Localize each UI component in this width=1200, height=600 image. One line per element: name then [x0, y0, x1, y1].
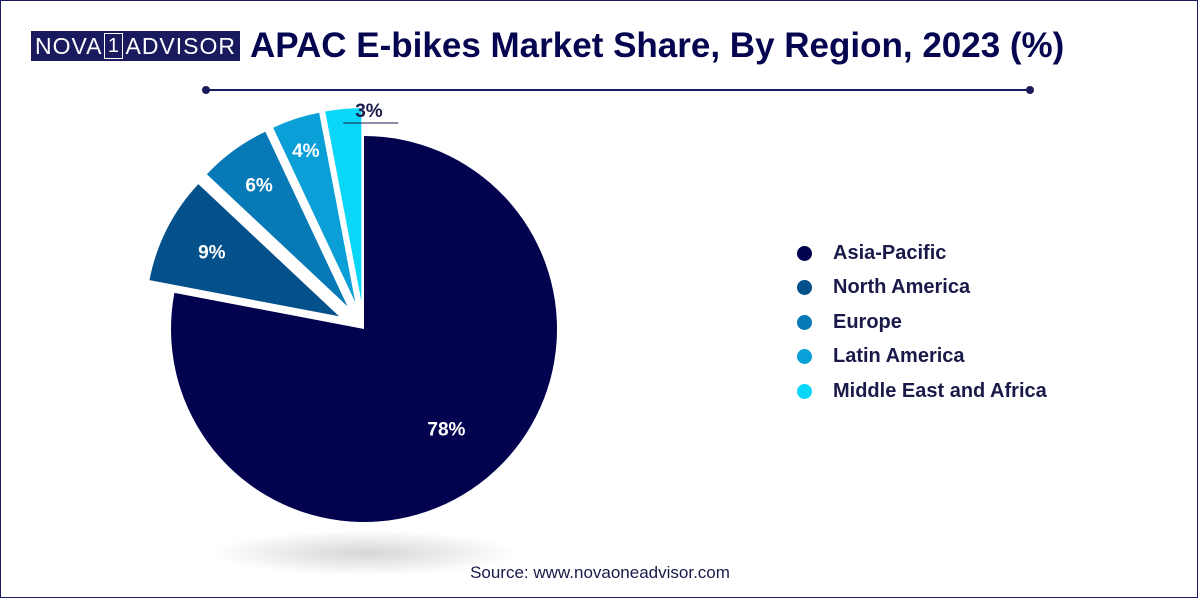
logo-text-left: NOVA	[35, 33, 103, 59]
underline-dot-right	[1026, 86, 1034, 94]
logo-text-right: ADVISOR	[125, 33, 237, 59]
data-label-middle-east-and-africa: 3%	[355, 101, 383, 122]
legend-item-latin-america: Latin America	[797, 340, 1047, 375]
legend-swatch	[797, 245, 812, 261]
pie-slice-latin-america	[273, 112, 356, 303]
data-label-north-america: 9%	[198, 242, 226, 263]
title-underline	[202, 86, 1034, 94]
data-label-asia-pacific: 78%	[427, 420, 465, 441]
underline-dot-left	[202, 86, 210, 94]
source-note: Source: www.novaoneadvisor.com	[470, 563, 730, 582]
pie-slice-north-america	[149, 184, 340, 317]
pie-slice-europe	[206, 131, 348, 307]
chart-title: APAC E-bikes Market Share, By Region, 20…	[250, 26, 1065, 65]
logo-box: NOVA 1 ADVISOR	[31, 31, 241, 61]
legend-label: Latin America	[833, 345, 965, 368]
data-label-latin-america: 4%	[292, 141, 320, 162]
legend-swatch	[797, 280, 812, 296]
legend-label: Asia-Pacific	[833, 241, 947, 264]
legend-swatch	[797, 314, 812, 330]
legend-label: North America	[833, 276, 971, 299]
legend-label: Middle East and Africa	[833, 379, 1047, 402]
chart-legend: Asia-Pacific North America Europe Latin Ame…	[797, 236, 1047, 409]
legend-item-asia-pacific: Asia-Pacific	[797, 236, 1047, 271]
pie-slice-middle-east-and-africa	[325, 108, 362, 302]
legend-swatch	[797, 349, 812, 365]
logo-text-mid: 1	[104, 33, 124, 59]
legend-item-europe: Europe	[797, 305, 1047, 340]
legend-label: Europe	[833, 310, 902, 333]
pie-shadow	[210, 530, 520, 576]
pie-slice-asia-pacific	[171, 136, 558, 523]
legend-item-north-america: North America	[797, 271, 1047, 306]
brand-logo: NOVA 1 ADVISOR	[31, 31, 241, 61]
legend-swatch	[797, 383, 812, 399]
data-label-europe: 6%	[245, 176, 273, 197]
legend-item-middle-east-and-africa: Middle East and Africa	[797, 374, 1047, 409]
